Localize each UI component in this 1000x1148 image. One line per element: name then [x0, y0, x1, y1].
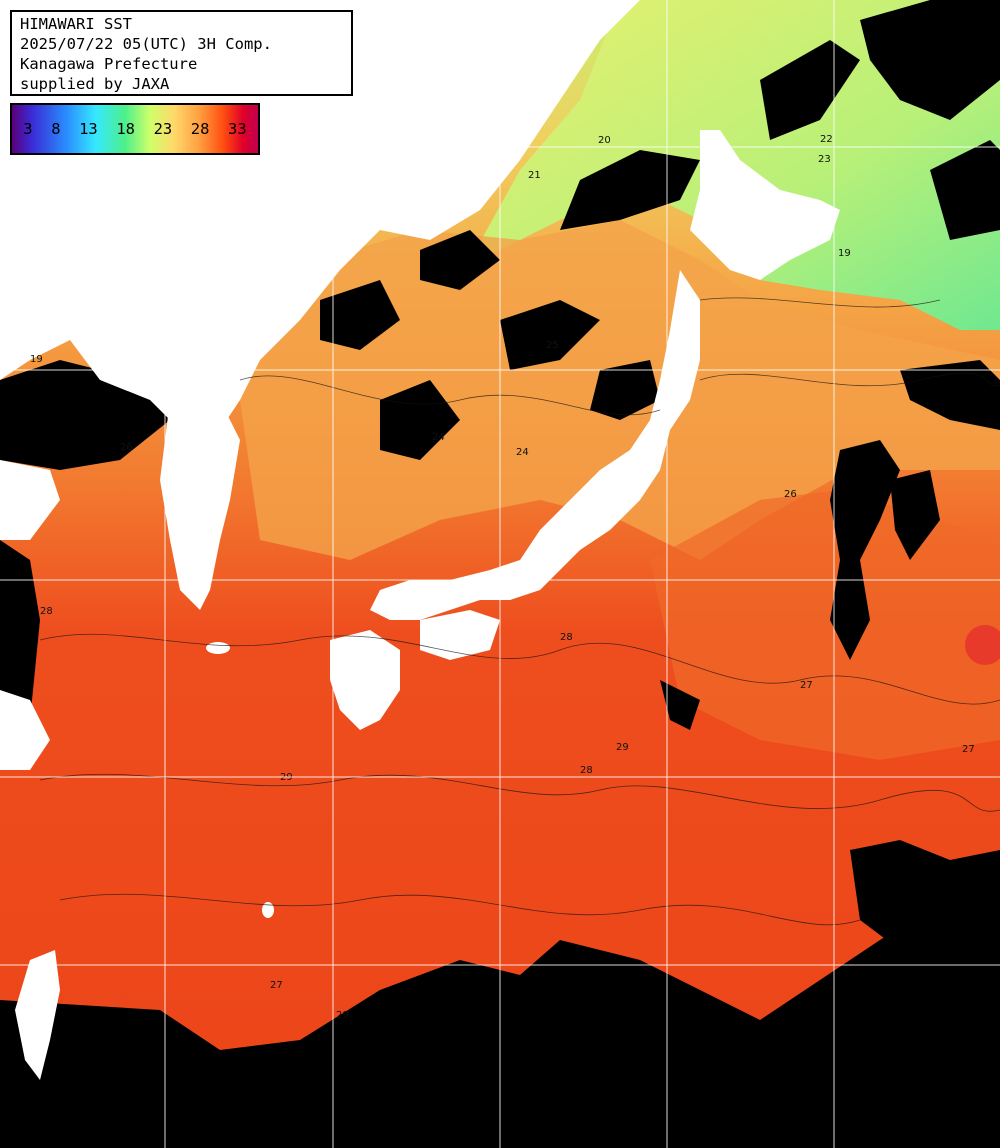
land-korea — [160, 400, 240, 610]
contour-label: 23 — [818, 154, 831, 165]
colorbar-tick: 33 — [228, 120, 247, 138]
land-honshu — [370, 270, 700, 620]
contour-label: 27 — [800, 680, 813, 691]
contour-label: 28 — [580, 765, 593, 776]
colorbar-tick: 18 — [116, 120, 135, 138]
land-hokkaido — [690, 130, 840, 280]
map-info-box: HIMAWARI SST 2025/07/22 05(UTC) 3H Comp.… — [10, 10, 353, 96]
timestamp-label: 2025/07/22 05(UTC) 3H Comp. — [20, 35, 272, 53]
contour-label: 26 — [784, 489, 797, 500]
contour-label: 26 — [120, 442, 133, 453]
contour-label: 19 — [838, 248, 851, 259]
land-shikoku — [420, 610, 500, 660]
colorbar-tick: 13 — [79, 120, 98, 138]
land-china-coast — [0, 460, 60, 540]
eddy-east — [965, 625, 1000, 665]
land-kyushu — [330, 630, 400, 730]
contour-label: 28 — [40, 606, 53, 617]
warm-core-east — [650, 490, 1000, 760]
isotherm-contours — [39, 297, 1000, 926]
contour-label: 29 — [616, 742, 629, 753]
colorbar-ticks: 3 8 13 18 23 28 33 — [12, 120, 258, 138]
credit-label: supplied by JAXA — [20, 75, 170, 93]
contour-label: 22 — [820, 134, 833, 145]
contour-label: 24 — [516, 447, 529, 458]
contour-label: 19 — [30, 354, 43, 365]
contour-label: 27 — [270, 980, 283, 991]
contour-value-labels: 20 21 22 23 19 25 24 26 27 28 29 27 28 2… — [30, 134, 975, 1021]
colorbar-tick: 8 — [51, 120, 61, 138]
contour-label: 25 — [546, 340, 559, 351]
land-izu-island — [262, 902, 274, 918]
contour-label: 27 — [962, 744, 975, 755]
land-taiwan — [15, 950, 60, 1080]
temperature-colorbar: 3 8 13 18 23 28 33 — [10, 103, 260, 155]
contour-label: 20 — [598, 135, 611, 146]
contour-label: 24 — [432, 432, 445, 443]
land-china-south — [0, 690, 50, 770]
land-masses — [0, 0, 840, 1080]
region-label: Kanagawa Prefecture — [20, 55, 198, 73]
contour-label: 29 — [336, 1010, 349, 1021]
colorbar-tick: 28 — [190, 120, 210, 138]
land-jeju — [206, 642, 230, 654]
colorbar-tick: 3 — [23, 120, 33, 138]
contour-label: 28 — [560, 632, 573, 643]
contour-label: 21 — [528, 170, 541, 181]
land-sado — [400, 128, 420, 152]
colorbar-tick: 23 — [153, 120, 173, 138]
product-title: HIMAWARI SST — [20, 15, 132, 33]
